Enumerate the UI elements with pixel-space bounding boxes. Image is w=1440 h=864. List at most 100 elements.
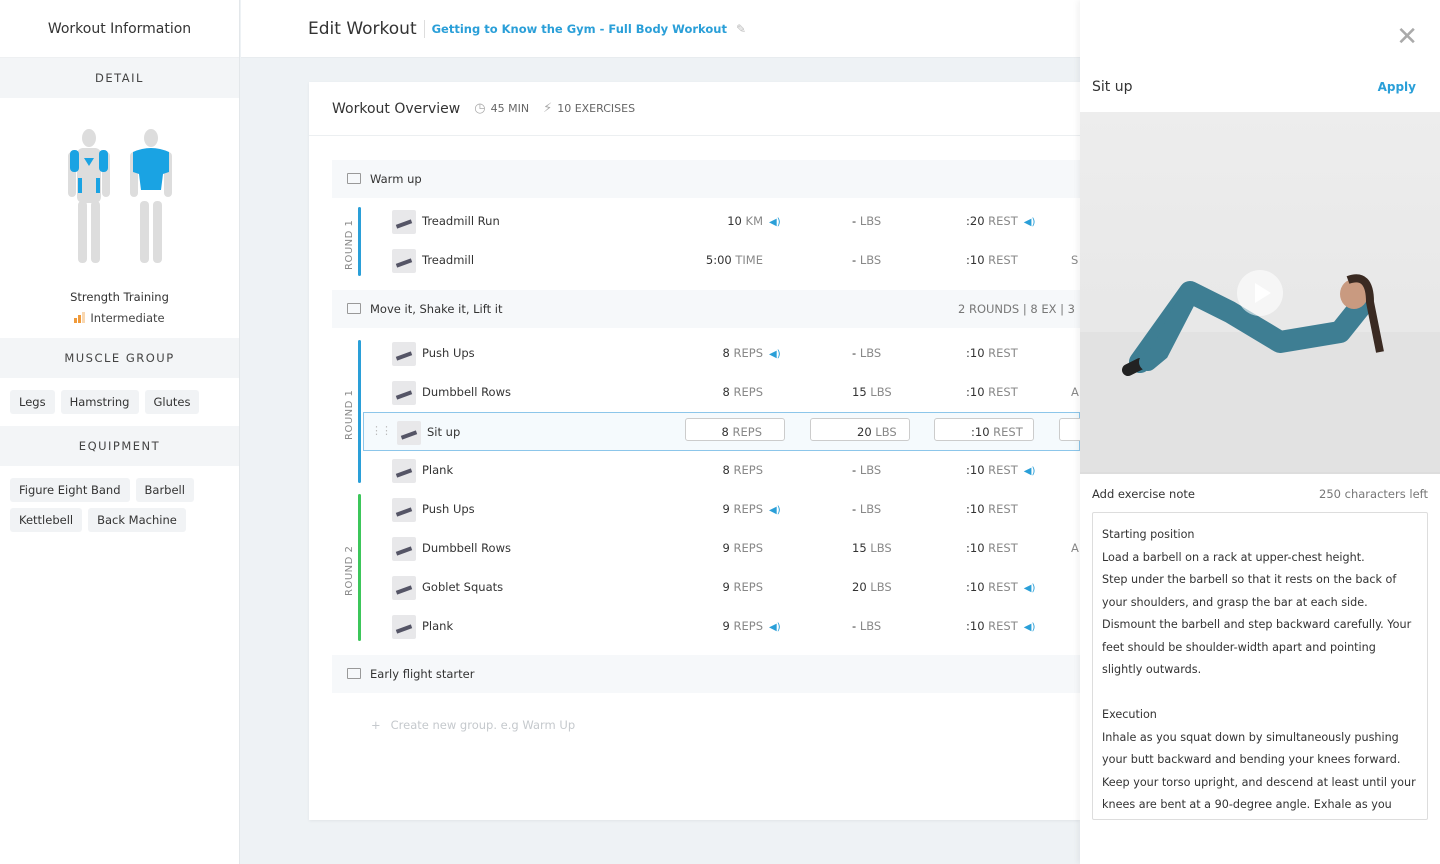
extra-column: A: [1071, 385, 1079, 399]
weight-value: -: [852, 253, 857, 267]
speaker-icon[interactable]: ◀): [769, 505, 781, 516]
folder-icon: [347, 668, 361, 679]
reps: 9 REPS: [723, 580, 763, 594]
rest-value: :10: [966, 346, 985, 360]
extra-column: S: [1071, 253, 1079, 267]
speaker-icon[interactable]: ◀): [1023, 466, 1036, 477]
exercise-row[interactable]: Goblet Squats 9 REPS 20 LBS:10 REST ◀): [359, 568, 1080, 607]
reps-unit: REPS: [733, 541, 764, 555]
group-header[interactable]: Early flight starter: [332, 655, 1080, 693]
rest-unit: REST: [988, 253, 1018, 267]
pencil-icon[interactable]: ✎: [735, 21, 747, 36]
reps-value: 8: [722, 346, 730, 360]
reps-value: 10: [727, 214, 742, 228]
exercise-thumbnail: [392, 615, 416, 639]
rest-value: :10: [966, 619, 985, 633]
weight-unit: LBS: [875, 425, 897, 439]
exercise-note-textarea[interactable]: Starting position Load a barbell on a ra…: [1092, 512, 1428, 820]
exercise-row[interactable]: Plank 9 REPS ◀) - LBS:10 REST ◀): [359, 607, 1080, 646]
speaker-icon[interactable]: ◀): [1023, 622, 1036, 633]
speaker-icon[interactable]: ◀): [1023, 217, 1036, 228]
weight-unit: LBS: [870, 541, 892, 555]
weight-value: 20: [852, 580, 867, 594]
exercise-row[interactable]: Dumbbell Rows 8 REPS 15 LBS:10 REST A: [359, 373, 1080, 412]
group-header[interactable]: Warm up: [332, 160, 1080, 198]
speaker-icon[interactable]: ◀): [769, 217, 781, 228]
rest-value: :10: [966, 463, 985, 477]
create-group-input[interactable]: + Create new group. e.g Warm Up: [371, 718, 575, 732]
rest: :10 REST: [966, 502, 1018, 516]
weight: 15 LBS: [852, 385, 892, 399]
rest-value: :10: [966, 253, 985, 267]
level-label: Intermediate: [90, 311, 165, 325]
exercise-name: Dumbbell Rows: [422, 541, 511, 555]
reps-value: 9: [722, 580, 730, 594]
exercise-row[interactable]: ⋮⋮ Sit up 8 REPS 20 LBS:10 REST: [363, 412, 1089, 451]
exercise-row[interactable]: Treadmill 5:00 TIME - LBS:10 REST S: [359, 241, 1080, 280]
weight: - LBS: [852, 253, 881, 267]
speaker-icon[interactable]: ◀): [769, 349, 781, 360]
exercise-row[interactable]: Push Ups 9 REPS ◀) - LBS:10 REST: [359, 490, 1080, 529]
exercise-video[interactable]: [1080, 112, 1440, 474]
level-bars-icon: [74, 312, 86, 326]
equipment-chip[interactable]: Figure Eight Band: [10, 478, 130, 502]
muscle-chip[interactable]: Legs: [10, 390, 55, 414]
exercise-name: Treadmill: [422, 253, 475, 267]
weight: - LBS: [852, 214, 881, 228]
reps-unit: REPS: [733, 619, 764, 633]
equipment-chip[interactable]: Kettlebell: [10, 508, 83, 532]
speaker-icon[interactable]: ◀): [769, 622, 781, 633]
close-icon[interactable]: ✕: [1396, 22, 1418, 52]
exercise-row[interactable]: Dumbbell Rows 9 REPS 15 LBS:10 REST A: [359, 529, 1080, 568]
group-name: Early flight starter: [370, 667, 475, 681]
equipment-chip[interactable]: Back Machine: [88, 508, 186, 532]
apply-button[interactable]: Apply: [1377, 80, 1416, 94]
exercise-row[interactable]: Push Ups 8 REPS ◀) - LBS:10 REST: [359, 334, 1080, 373]
round-label: ROUND 2: [344, 545, 355, 596]
rest-unit: REST: [988, 214, 1018, 228]
weight: 15 LBS: [852, 541, 892, 555]
weight-value: -: [852, 619, 857, 633]
rest-input[interactable]: [934, 418, 1034, 441]
reps: 8 REPS: [723, 346, 763, 360]
workout-name[interactable]: Getting to Know the Gym - Full Body Work…: [431, 21, 727, 36]
rest: :20 REST ◀): [966, 214, 1035, 228]
weight-unit: LBS: [870, 385, 892, 399]
equipment-chip[interactable]: Barbell: [135, 478, 194, 502]
weight-value: -: [852, 214, 857, 228]
weight-unit: LBS: [859, 619, 882, 633]
exercise-thumbnail: [392, 210, 416, 234]
rest-value: :10: [966, 385, 985, 399]
weight-unit: LBS: [859, 214, 882, 228]
reps-unit: REPS: [733, 385, 764, 399]
drag-handle-icon[interactable]: ⋮⋮: [371, 424, 392, 437]
exercise-thumbnail: [392, 576, 416, 600]
level: Intermediate: [0, 311, 239, 326]
equipment-heading: EQUIPMENT: [0, 426, 239, 466]
folder-icon: [347, 303, 361, 314]
exercise-count: ⚡ 10 EXERCISES: [543, 101, 635, 116]
muscle-chip[interactable]: Hamstring: [60, 390, 139, 414]
reps: 8 REPS: [723, 463, 763, 477]
reps-input[interactable]: [685, 418, 785, 441]
create-group-placeholder: Create new group. e.g Warm Up: [390, 718, 576, 732]
exercise-row[interactable]: Treadmill Run 10 KM ◀) - LBS:20 REST ◀): [359, 202, 1080, 241]
sidebar-title: Workout Information: [0, 0, 239, 58]
exercise-title: Sit up: [1092, 79, 1133, 95]
weight-input[interactable]: [810, 418, 910, 441]
group-header[interactable]: Move it, Shake it, Lift it 2 ROUNDS | 8 E…: [332, 290, 1080, 328]
training-type: Strength Training: [70, 290, 169, 304]
duration-value: 45 MIN: [490, 102, 530, 115]
body-front-icon: [67, 129, 110, 263]
exercise-count-value: 10 EXERCISES: [557, 102, 636, 115]
workout-overview-card: Workout Overview ◷ 45 MIN ⚡ 10 EXERCISES +…: [309, 82, 1089, 820]
exercise-row[interactable]: Plank 8 REPS - LBS:10 REST ◀): [359, 451, 1080, 490]
exercise-thumbnail: [392, 537, 416, 561]
equipment-chips: Figure Eight Band Barbell Kettlebell Bac…: [0, 466, 239, 544]
muscle-chip[interactable]: Glutes: [144, 390, 200, 414]
clock-icon: ◷: [474, 101, 486, 116]
muscle-chips: Legs Hamstring Glutes: [0, 378, 239, 426]
play-icon[interactable]: [1237, 270, 1283, 316]
reps-unit: REPS: [733, 580, 764, 594]
speaker-icon[interactable]: ◀): [1023, 583, 1036, 594]
